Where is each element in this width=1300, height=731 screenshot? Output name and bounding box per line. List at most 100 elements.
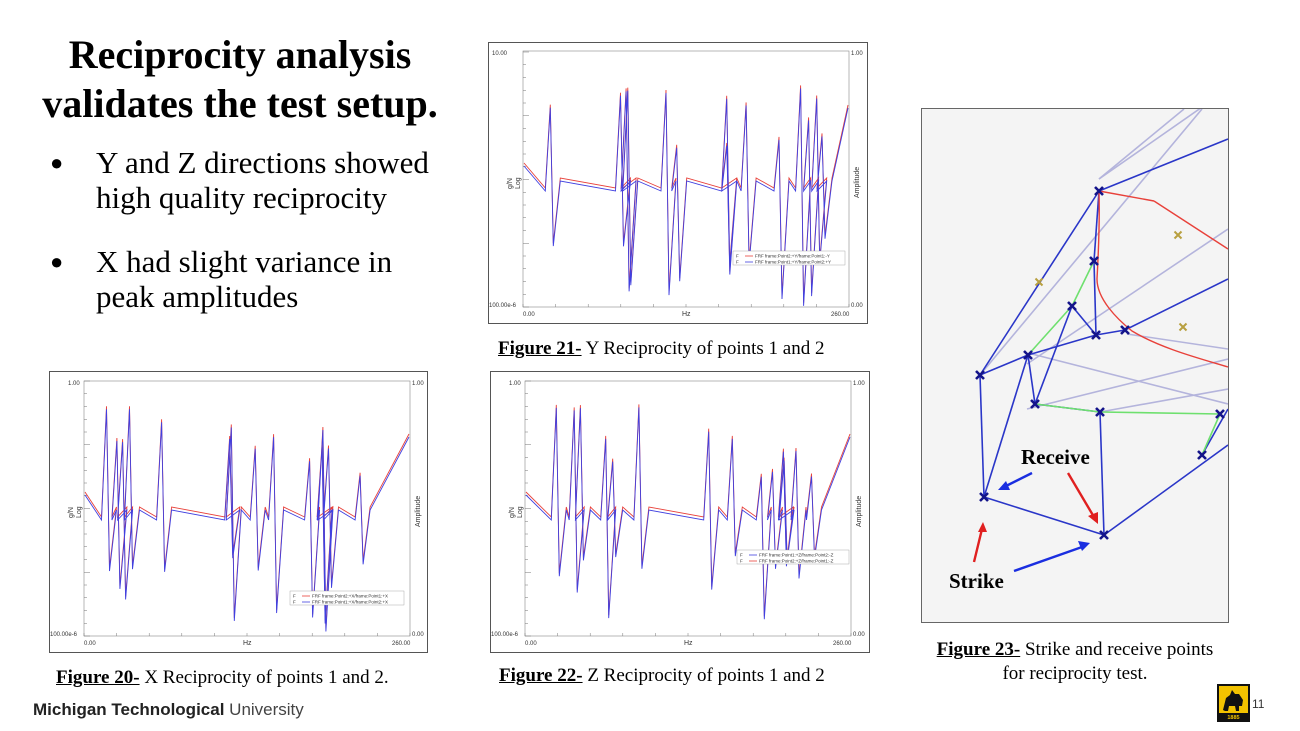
receive-arrow-red-head (1088, 512, 1098, 524)
logo-light-text: University (224, 700, 304, 719)
receive-arrow-head (998, 481, 1010, 490)
background-members (979, 109, 1228, 413)
legend-box (289, 590, 405, 606)
y-scale-label: Log (515, 177, 522, 189)
node-x-marker (975, 370, 985, 380)
bullet-dot: ● (50, 150, 64, 175)
receive-label: Receive (1021, 445, 1090, 469)
x-axis-label: Hz (684, 640, 693, 647)
primary-members (979, 138, 1228, 536)
strike-arrow-red-head (978, 522, 987, 532)
strike-arrow-blue-head (1078, 541, 1090, 551)
y2-axis-label: Amplitude (854, 167, 861, 198)
figure-23-diagram: Receive Strike (921, 108, 1229, 623)
legend-entry: FRF frame:Point1:+Z/frame:Point2:-Z (759, 553, 834, 558)
legend: F FRF frame:Point2:+X/frame:Point1:+X F … (289, 590, 405, 606)
midpoint-x-marker (1034, 277, 1044, 287)
bullet-text-line: Y and Z directions showed (96, 145, 429, 180)
node-x-marker (1067, 301, 1077, 311)
y-top-tick: 10.00 (492, 51, 508, 57)
red-members (1096, 190, 1228, 368)
logo-bold-text: Michigan Technological (33, 700, 225, 719)
university-logo: Michigan Technological University (33, 700, 304, 720)
figure-21-caption: Figure 21- Y Reciprocity of points 1 and… (498, 338, 824, 360)
bullet-text-line: peak amplitudes (96, 279, 299, 314)
midpoint-x-marker (1173, 230, 1183, 240)
caption-text: Y Reciprocity of points 1 and 2 (581, 338, 825, 359)
y2-bottom-tick: 0.00 (412, 632, 424, 638)
figure-23-caption: Figure 23- Strike and receive points for… (922, 638, 1228, 686)
y2-top-tick: 1.00 (851, 51, 863, 57)
series-line (525, 407, 851, 620)
legend-key: F (293, 600, 296, 605)
x-right-tick: 260.00 (392, 641, 411, 647)
y2-top-tick: 1.00 (853, 381, 865, 387)
figure-22-plot: 1.00 100.00e-6 1.00 0.00 0.00 260.00 Hz … (490, 371, 870, 653)
y-top-tick: 1.00 (68, 381, 80, 387)
figure-label: Figure 22- (499, 665, 583, 686)
legend-key: F (740, 553, 743, 558)
legend-entry: FRF frame:Point1:+Y/frame:Point2:+Y (755, 260, 831, 265)
node-x-marker (1030, 399, 1040, 409)
receive-arrow-red (1066, 472, 1096, 518)
figure-20-plot: 1.00 100.00e-6 1.00 0.00 0.00 260.00 Hz … (49, 371, 428, 653)
node-x-marker (1120, 325, 1130, 335)
figure-label: Figure 23- (936, 639, 1021, 660)
node-x-marker (1095, 407, 1105, 417)
badge-year: 1885 (1227, 715, 1239, 721)
caption-text: Z Reciprocity of points 1 and 2 (582, 665, 825, 686)
midpoint-markers (1034, 230, 1188, 332)
legend-entry: FRF frame:Point2:+Y/frame:Point1:-Y (755, 254, 830, 259)
axis-ticks (522, 51, 850, 308)
legend: F FRF frame:Point1:+Z/frame:Point2:-Z F … (736, 549, 850, 565)
series-line (84, 409, 410, 632)
y2-bottom-tick: 0.00 (853, 632, 865, 638)
legend-entry: FRF frame:Point2:+Z/frame:Point1:-Z (759, 559, 834, 564)
figure-21-plot: 10.00 100.00e-6 1.00 0.00 0.00 260.00 Hz… (488, 42, 868, 324)
title-line-1: Reciprocity analysis (68, 32, 412, 77)
slide-title: Reciprocity analysis validates the test … (20, 30, 460, 128)
y-bottom-tick: 100.00e-6 (489, 303, 517, 309)
legend-key: F (293, 594, 296, 599)
y-bottom-tick: 100.00e-6 (491, 632, 519, 638)
figure-20-caption: Figure 20- X Reciprocity of points 1 and… (56, 667, 389, 689)
node-markers (975, 186, 1225, 540)
y2-axis-label: Amplitude (415, 496, 422, 527)
y-bottom-tick: 100.00e-6 (50, 632, 78, 638)
husky-badge-icon: 1885 (1217, 684, 1250, 722)
x-right-tick: 260.00 (833, 641, 852, 647)
x-axis-label: Hz (243, 640, 252, 647)
node-x-marker (1215, 409, 1225, 419)
y-scale-label: Log (76, 506, 83, 518)
x-axis-label: Hz (682, 311, 691, 318)
bullet-text-line: X had slight variance in (96, 244, 393, 279)
y-axis-label: g/N (509, 507, 516, 518)
axis-ticks (83, 380, 411, 637)
y2-top-tick: 1.00 (412, 381, 424, 387)
caption-text: X Reciprocity of points 1 and 2. (139, 667, 389, 688)
x-left-tick: 0.00 (525, 641, 537, 647)
bullet-text-line: high quality reciprocity (96, 180, 387, 215)
x-left-tick: 0.00 (84, 641, 96, 647)
frf-plot-z: 1.00 100.00e-6 1.00 0.00 0.00 260.00 Hz … (491, 380, 865, 647)
node-x-marker (1197, 450, 1207, 460)
figure-22-caption: Figure 22- Z Reciprocity of points 1 and… (499, 665, 825, 687)
bullet-item: ● X had slight variance in peak amplitud… (44, 244, 464, 314)
frf-plot-x: 1.00 100.00e-6 1.00 0.00 0.00 260.00 Hz … (50, 380, 424, 647)
x-left-tick: 0.00 (523, 312, 535, 318)
legend-key: F (736, 260, 739, 265)
node-x-marker (979, 492, 989, 502)
legend-entry: FRF frame:Point1:+X/frame:Point2:+X (312, 600, 388, 605)
bullet-list: ● Y and Z directions showed high quality… (44, 145, 464, 343)
legend-box (736, 549, 850, 565)
bullet-dot: ● (50, 249, 64, 274)
legend-key: F (740, 559, 743, 564)
structure-wireframe: Receive Strike (949, 109, 1228, 593)
node-x-marker (1099, 530, 1109, 540)
title-line-2: validates the test setup. (42, 81, 438, 126)
frf-plot-y: 10.00 100.00e-6 1.00 0.00 0.00 260.00 Hz… (489, 50, 863, 318)
caption-text: Strike and receive points (1020, 639, 1214, 660)
x-right-tick: 260.00 (831, 312, 850, 318)
midpoint-x-marker (1178, 322, 1188, 332)
series-line (523, 88, 849, 306)
